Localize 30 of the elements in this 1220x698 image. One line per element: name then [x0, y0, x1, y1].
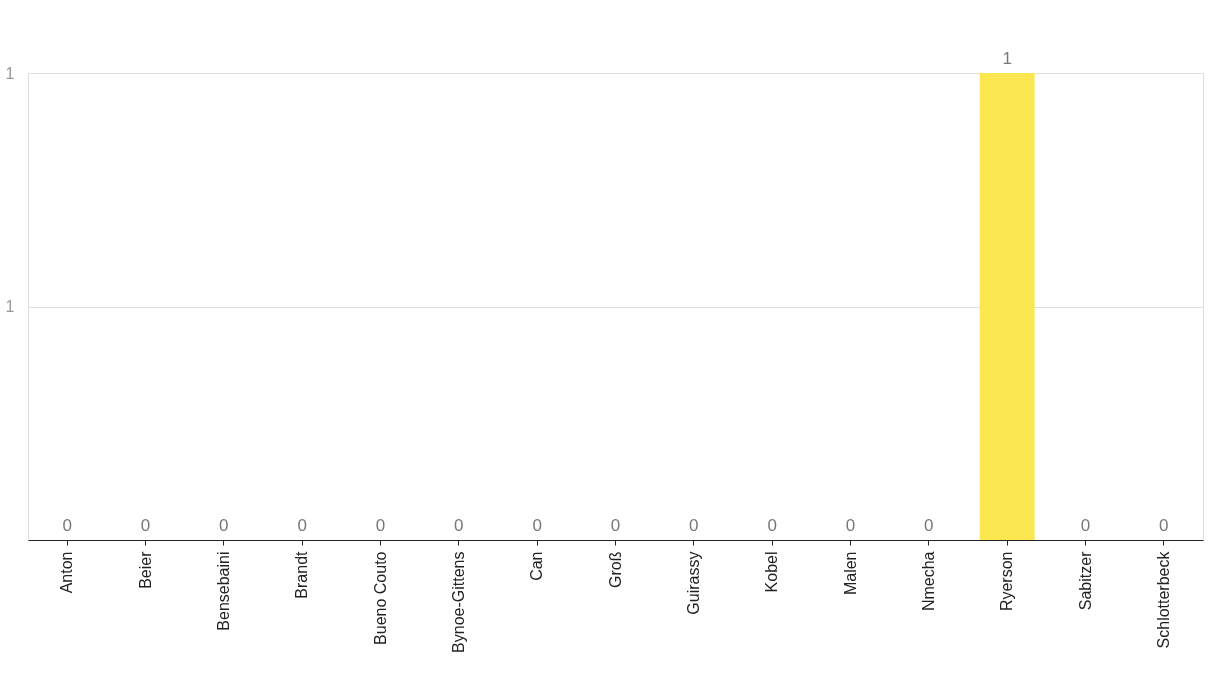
data-label: 0	[924, 516, 934, 535]
data-label: 0	[767, 516, 777, 535]
x-tick-label: Bynoe-Gittens	[449, 551, 467, 653]
x-tick-label: Can	[528, 551, 546, 581]
x-tick-label: Groß	[606, 551, 624, 588]
data-label: 0	[62, 516, 72, 535]
data-label: 0	[689, 516, 699, 535]
data-label: 0	[375, 516, 386, 535]
data-label: 0	[140, 516, 151, 535]
data-label: 0	[297, 516, 307, 535]
data-label: 0	[454, 516, 464, 535]
x-tick-label: Bensebaini	[214, 551, 232, 631]
data-label: 0	[845, 516, 856, 535]
x-tick-label: Bueno Couto	[371, 551, 389, 645]
data-label: 0	[610, 516, 621, 535]
data-label: 1	[1002, 49, 1012, 68]
x-tick-label: Kobel	[763, 551, 781, 593]
x-tick-label: Ryerson	[998, 551, 1016, 612]
x-tick-label: Schlotterbeck	[1154, 550, 1172, 649]
x-tick-label: Guirassy	[684, 551, 702, 615]
data-label: 0	[1080, 516, 1091, 535]
x-tick-label: Nmecha	[919, 551, 937, 612]
data-label: 0	[532, 516, 542, 535]
data-label: 0	[1159, 516, 1169, 535]
x-tick-label: Beier	[136, 550, 154, 589]
x-tick-label: Sabitzer	[1076, 550, 1094, 611]
data-label: 0	[219, 516, 229, 535]
x-tick-label: Anton	[58, 551, 76, 594]
x-tick-label: Malen	[841, 551, 859, 596]
x-tick-label: Brandt	[293, 550, 311, 599]
